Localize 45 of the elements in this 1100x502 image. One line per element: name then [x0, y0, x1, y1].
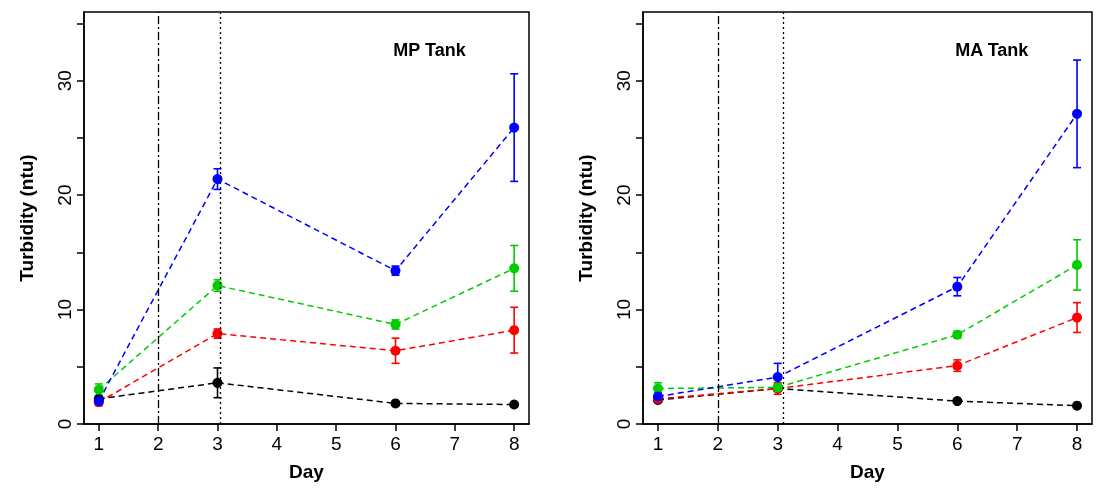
text: MA Tank [955, 40, 1030, 60]
x-tick-label: 7 [449, 433, 461, 454]
y-tick-label: 20 [613, 184, 634, 206]
point [952, 396, 963, 407]
x-tick-label: 2 [712, 433, 724, 454]
x-tick-label: 4 [832, 433, 844, 454]
x-axis-title: Day [289, 461, 325, 482]
y-tick-label: 20 [54, 184, 75, 206]
point [509, 122, 520, 133]
text: MP Tank [393, 40, 467, 60]
point [1072, 312, 1083, 323]
x-tick-label: 6 [390, 433, 401, 454]
point [1072, 259, 1083, 270]
x-axis-title: Day [850, 461, 886, 482]
y-tick-label: 30 [613, 70, 634, 92]
x-tick-label: 8 [508, 433, 520, 454]
x-tick-label: 4 [271, 433, 283, 454]
y-axis-title: Turbidity (ntu) [575, 154, 596, 282]
y-tick-label: 30 [54, 70, 75, 92]
x-tick-label: 7 [1011, 433, 1023, 454]
x-tick-label: 1 [93, 433, 105, 454]
y-axis-title: Turbidity (ntu) [16, 154, 37, 282]
x-tick-label: 3 [772, 433, 783, 454]
point [1072, 108, 1083, 119]
point [390, 398, 401, 409]
point [1072, 400, 1083, 411]
y-tick-label: 10 [613, 298, 634, 321]
point [509, 325, 520, 336]
point [772, 372, 783, 383]
point [212, 377, 223, 388]
point [509, 263, 520, 274]
y-tick-label: 10 [54, 298, 75, 321]
x-tick-label: 6 [952, 433, 963, 454]
x-tick-label: 1 [652, 433, 664, 454]
x-tick-label: 2 [152, 433, 164, 454]
point [509, 399, 520, 410]
y-tick-label: 0 [54, 418, 75, 430]
x-tick-label: 8 [1071, 433, 1083, 454]
x-tick-label: 5 [330, 433, 342, 454]
x-tick-label: 5 [892, 433, 903, 454]
point [212, 174, 223, 185]
y-tick-label: 0 [613, 418, 634, 430]
point [390, 345, 401, 356]
x-tick-label: 3 [212, 433, 223, 454]
point [952, 281, 963, 292]
